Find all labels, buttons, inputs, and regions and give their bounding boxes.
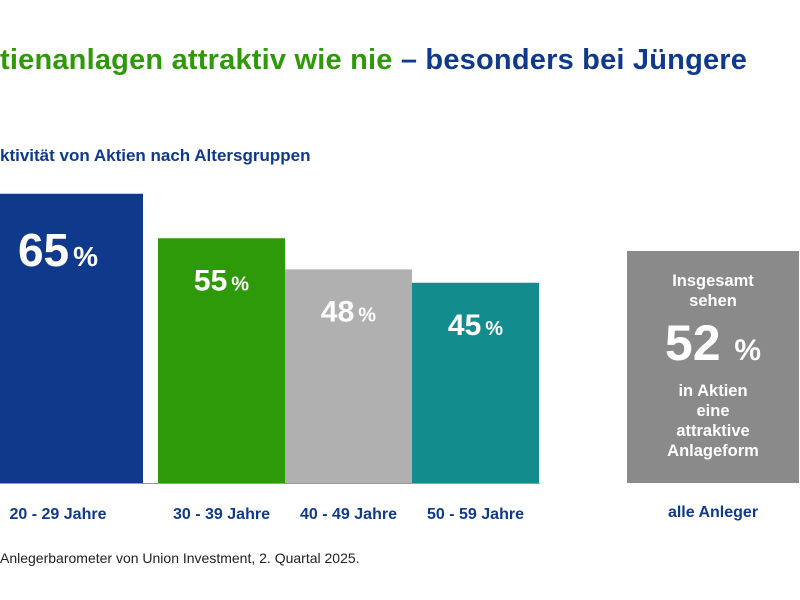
category-label-2: 30 - 39 Jahre xyxy=(173,506,270,523)
bar-value-label-4: 45% xyxy=(448,309,503,342)
summary-value: 52 xyxy=(664,315,721,371)
summary-line-6: Anlageform xyxy=(667,442,759,460)
summary-unit: % xyxy=(734,334,762,367)
chart-title: tienanlagen attraktiv wie nie – besonder… xyxy=(0,44,800,84)
bar-value-label-2: 55% xyxy=(194,264,249,297)
bar-value-label-1: 65% xyxy=(18,224,98,276)
category-label-1: 20 - 29 Jahre xyxy=(10,506,107,523)
category-label-4: 50 - 59 Jahre xyxy=(427,506,524,523)
source-note: Anlegerbarometer von Union Investment, 2… xyxy=(0,550,360,566)
bar-1 xyxy=(0,193,143,483)
summary-line-4: eine xyxy=(696,402,730,420)
bar-3 xyxy=(285,269,412,483)
chart-title-blue: – besonders bei Jüngere xyxy=(392,44,748,76)
bar-value-label-3: 48% xyxy=(321,295,376,328)
bar-2 xyxy=(158,238,285,483)
summary-line-1: Insgesamt xyxy=(672,272,754,290)
category-label-3: 40 - 49 Jahre xyxy=(300,506,397,523)
summary-box: Insgesamt sehen 52 % in Aktien eine attr… xyxy=(627,251,799,483)
summary-value-wrap: 52 % xyxy=(627,315,799,379)
bar-4 xyxy=(412,282,539,483)
summary-line-2: sehen xyxy=(689,292,737,310)
chart-title-green: tienanlagen attraktiv wie nie xyxy=(0,44,393,76)
summary-category-label: alle Anleger xyxy=(667,504,759,521)
chart-subtitle: ktivität von Aktien nach Altersgruppen xyxy=(0,146,311,165)
summary-line-3: in Aktien xyxy=(678,382,748,400)
summary-line-5: attraktive xyxy=(676,422,750,440)
